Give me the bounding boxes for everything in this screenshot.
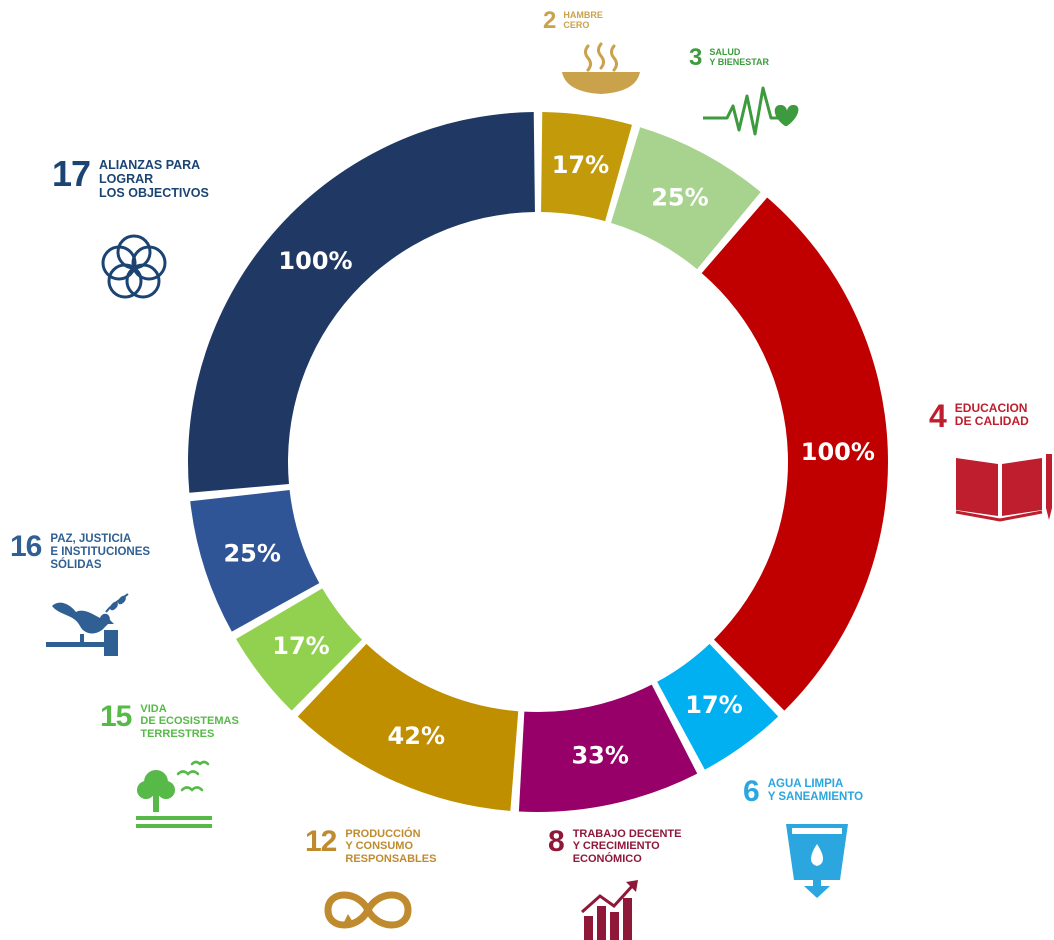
slice-value-label-goal-17: 100% <box>278 247 352 275</box>
donut-slice-goal-3 <box>610 127 761 270</box>
slice-value-label-goal-12: 42% <box>388 722 445 750</box>
label-goal-16: 16 PAZ, JUSTICIA E INSTITUCIONES SÓLIDAS <box>10 530 151 572</box>
bowl-icon <box>562 42 640 94</box>
label-goal-6: 6 AGUA LIMPIA Y SANEAMIENTO <box>743 775 864 808</box>
goal-12-title: PRODUCCIÓN Y CONSUMO RESPONSABLES <box>345 828 437 865</box>
goal-2-title: HAMBRE CERO <box>563 10 603 31</box>
goal-17-number: 17 <box>52 153 91 194</box>
label-goal-15: 15 VIDA DE ECOSISTEMAS TERRESTRES <box>100 700 239 740</box>
donut-slice-goal-17 <box>187 112 535 493</box>
goal-6-title: AGUA LIMPIA Y SANEAMIENTO <box>767 778 864 803</box>
label-goal-8: 8 TRABAJO DECENTE Y CRECIMIENTO ECONÓMIC… <box>548 825 682 865</box>
goal-16-title: PAZ, JUSTICIA E INSTITUCIONES SÓLIDAS <box>50 533 151 571</box>
slice-value-label-goal-15: 17% <box>272 632 329 660</box>
goal-3-number: 3 <box>689 44 702 71</box>
donut-slice-goal-2 <box>541 112 632 222</box>
slice-value-label-goal-8: 33% <box>571 741 628 769</box>
dove-gavel-icon <box>46 593 129 656</box>
goal-8-number: 8 <box>548 825 565 858</box>
goal-15-title: VIDA DE ECOSISTEMAS TERRESTRES <box>140 703 239 740</box>
goal-12-number: 12 <box>305 825 337 858</box>
book-pencil-icon <box>955 454 1052 522</box>
goal-4-title: EDUCACION DE CALIDAD <box>954 401 1029 429</box>
label-goal-17: 17 ALIANZAS PARA LOGRAR LOS OBJECTIVOS <box>52 153 209 200</box>
goal-15-number: 15 <box>100 700 132 733</box>
goal-4-number: 4 <box>929 398 947 434</box>
slice-value-label-goal-4: 100% <box>801 438 875 466</box>
label-goal-4: 4 EDUCACION DE CALIDAD <box>929 398 1029 434</box>
label-goal-12: 12 PRODUCCIÓN Y CONSUMO RESPONSABLES <box>305 825 437 865</box>
goal-8-title: TRABAJO DECENTE Y CRECIMIENTO ECONÓMICO <box>572 828 682 865</box>
goal-3-title: SALUD Y BIENESTAR <box>709 47 770 68</box>
goal-16-number: 16 <box>10 530 42 563</box>
slice-value-label-goal-6: 17% <box>685 691 742 719</box>
tree-birds-icon <box>136 760 212 828</box>
label-goal-2: 2 HAMBRE CERO <box>543 7 603 34</box>
donut-slice-goal-6 <box>657 643 779 770</box>
donut-slice-goal-4 <box>701 197 888 711</box>
donut-slice-goal-15 <box>236 588 363 711</box>
donut-slice-goal-12 <box>297 643 519 811</box>
heartbeat-icon <box>703 86 799 136</box>
water-glass-icon <box>786 824 848 898</box>
infinity-icon <box>324 891 412 929</box>
label-goal-3: 3 SALUD Y BIENESTAR <box>689 44 770 71</box>
growth-chart-icon <box>581 880 638 940</box>
goal-17-title: ALIANZAS PARA LOGRAR LOS OBJECTIVOS <box>99 158 209 200</box>
donut-slice-goal-8 <box>518 684 698 812</box>
slice-value-label-goal-16: 25% <box>223 539 280 567</box>
donut-slice-goal-16 <box>190 490 320 632</box>
goal-2-number: 2 <box>543 7 556 34</box>
flower-rings-icon <box>101 234 167 299</box>
goal-6-number: 6 <box>743 775 760 808</box>
slice-value-label-goal-2: 17% <box>552 151 609 179</box>
slice-value-label-goal-3: 25% <box>651 184 708 212</box>
